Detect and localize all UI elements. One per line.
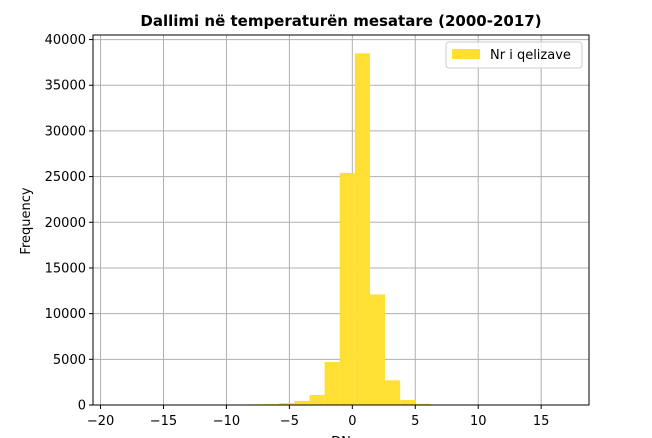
histogram-bar <box>309 394 325 405</box>
histogram-bar <box>369 294 386 405</box>
histogram-bar <box>415 403 431 405</box>
legend-box <box>445 41 583 69</box>
y-tick-label: 10000 <box>45 307 86 322</box>
histogram-bar <box>354 53 370 405</box>
x-tick-label: 0 <box>348 414 356 429</box>
x-tick-label: 15 <box>533 414 550 429</box>
y-axis-label: Frequency <box>19 187 34 254</box>
y-tick-label: 25000 <box>45 170 86 185</box>
x-tick-label: −10 <box>213 414 240 429</box>
y-tick-label: 0 <box>78 399 86 414</box>
x-axis-ticks: −20 −15 −10 −5 0 5 10 15 <box>87 405 550 429</box>
y-tick-label: 30000 <box>45 124 86 139</box>
x-axis-label: DN <box>331 435 351 438</box>
y-tick-label: 20000 <box>45 216 86 231</box>
x-tick-label: −20 <box>87 414 114 429</box>
x-tick-label: −15 <box>150 414 177 429</box>
y-tick-label: 35000 <box>45 79 86 94</box>
histogram-bar <box>385 380 401 405</box>
histogram-bar <box>279 403 295 405</box>
y-axis-ticks: 0 5000 10000 15000 20000 25000 30000 35000 40000 <box>45 33 93 414</box>
legend-label: Nr i qelizave <box>490 48 571 63</box>
histogram-bar <box>324 362 340 405</box>
plot-frame <box>92 34 590 406</box>
y-tick-label: 5000 <box>53 353 86 368</box>
chart-title: Dallimi në temperaturën mesatare (2000-2… <box>140 12 541 30</box>
y-tick-label: 15000 <box>45 261 86 276</box>
histogram-bar <box>400 399 416 405</box>
y-tick-label: 40000 <box>45 33 86 48</box>
x-tick-label: 10 <box>470 414 487 429</box>
x-tick-label: −5 <box>280 414 299 429</box>
legend-swatch <box>452 49 480 59</box>
histogram-bar <box>294 400 310 405</box>
legend: Nr i qelizave <box>445 41 583 69</box>
histogram-bars <box>113 53 567 405</box>
histogram-bar <box>339 172 355 405</box>
x-tick-label: 5 <box>411 414 419 429</box>
